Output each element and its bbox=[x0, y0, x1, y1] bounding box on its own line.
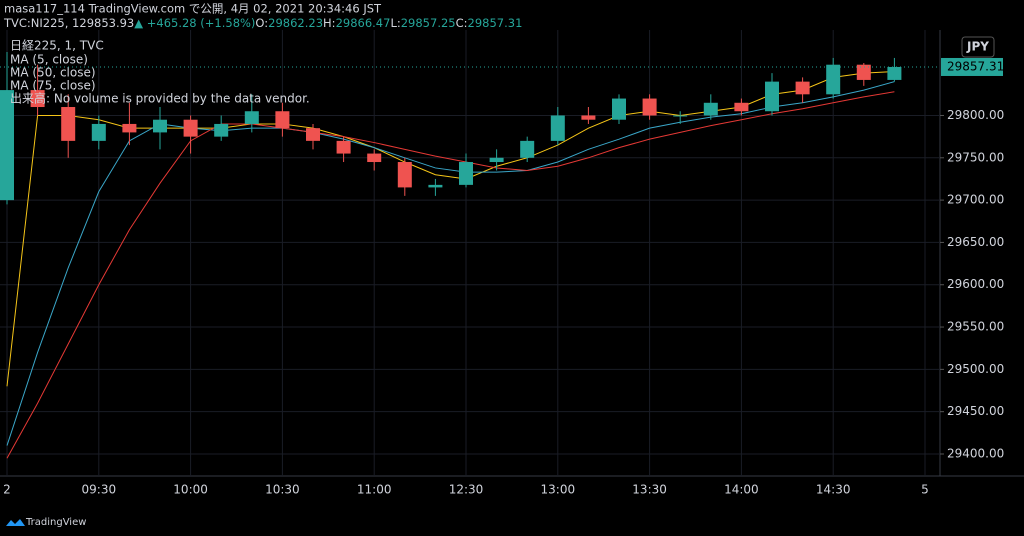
legend: 日経225, 1, TVC MA (5, close)MA (50, close… bbox=[10, 39, 310, 106]
candle-body bbox=[795, 81, 810, 95]
symbol-info: TVC:NI225, 129853.93▲ +465.28 (+1.58%)O:… bbox=[3, 16, 522, 30]
y-tick-label: 29400.00 bbox=[947, 446, 1004, 460]
candle-body bbox=[856, 64, 871, 80]
candle-body bbox=[61, 107, 76, 141]
candle-body bbox=[306, 128, 320, 141]
x-tick-label: 11:00 bbox=[357, 483, 392, 497]
y-tick-label: 29650.00 bbox=[947, 235, 1004, 249]
symbol: TVC:NI225, 1 bbox=[3, 16, 79, 30]
ohlc-label: H: bbox=[323, 16, 336, 30]
ohlc-value: 29857.25 bbox=[401, 16, 456, 30]
currency: JPY bbox=[966, 40, 989, 54]
candle-body bbox=[367, 153, 382, 163]
y-tick-label: 29750.00 bbox=[947, 150, 1004, 164]
y-tick-label: 29700.00 bbox=[947, 193, 1004, 207]
candle-body bbox=[612, 98, 626, 120]
ohlc-label: C: bbox=[456, 16, 468, 30]
candle-body bbox=[214, 123, 229, 137]
price: 29853.93 bbox=[79, 16, 134, 30]
published-line: masa117_114 TradingView.com で公開, 4月 02, … bbox=[4, 2, 382, 16]
y-tick-label: 29500.00 bbox=[947, 362, 1004, 376]
x-tick-label: 12:30 bbox=[449, 483, 484, 497]
ohlc-label: O: bbox=[255, 16, 268, 30]
candle-body bbox=[887, 66, 902, 80]
change: ▲ +465.28 (+1.58%) bbox=[134, 16, 255, 30]
legend-entry: MA (5, close) bbox=[10, 53, 88, 67]
candle-body bbox=[703, 102, 718, 116]
ohlc-label: L: bbox=[390, 16, 400, 30]
candle-body bbox=[673, 115, 688, 117]
chart-title: 日経225, 1, TVC bbox=[10, 39, 104, 53]
candle-body bbox=[550, 115, 565, 141]
candle-body bbox=[91, 123, 106, 141]
x-tick-label: 14:30 bbox=[816, 483, 851, 497]
candle-body bbox=[244, 111, 259, 124]
candle-body bbox=[428, 184, 443, 188]
candle-body bbox=[826, 64, 841, 95]
candle-body bbox=[0, 90, 14, 201]
currency-box[interactable] bbox=[961, 36, 995, 58]
candle-body bbox=[336, 140, 351, 154]
x-tick-label: 10:30 bbox=[265, 483, 300, 497]
candle-body bbox=[183, 119, 198, 137]
x-tick-label: 14:00 bbox=[724, 483, 759, 497]
ma-line bbox=[6, 91, 895, 459]
candle-body bbox=[642, 98, 657, 116]
y-tick-label: 29800.00 bbox=[947, 108, 1004, 122]
y-tick-label: 29550.00 bbox=[947, 320, 1004, 334]
ohlc-value: 29866.47 bbox=[336, 16, 391, 30]
legend-entry: MA (50, close) bbox=[10, 66, 96, 80]
candle-body bbox=[30, 90, 45, 108]
last-price-box bbox=[941, 57, 1003, 76]
candle-body bbox=[765, 81, 779, 112]
candle-body bbox=[122, 123, 137, 133]
x-tick-label: 5 bbox=[921, 483, 929, 497]
candle-body bbox=[275, 111, 290, 129]
logo bbox=[6, 519, 25, 526]
candle-body bbox=[734, 102, 749, 112]
x-tick-label: 13:30 bbox=[632, 483, 667, 497]
y-tick-label: 29600.00 bbox=[947, 277, 1004, 291]
grid: 29400.00 29450.00 29500.00 29550.00 29600.00… bbox=[0, 30, 1004, 497]
ohlc-value: 29857.31 bbox=[468, 16, 523, 30]
symbol-line: TVC:NI225, 129853.93▲ +465.28 (+1.58%)O:… bbox=[3, 16, 522, 30]
candle-body bbox=[489, 157, 504, 163]
candle-body bbox=[520, 140, 535, 158]
footer-brand: TradingView bbox=[25, 517, 86, 528]
candle-body bbox=[397, 162, 412, 188]
annotation: 出来高: No volume is provided by the data v… bbox=[10, 91, 310, 106]
candle-body bbox=[459, 162, 473, 185]
candle-body bbox=[153, 119, 167, 133]
plot bbox=[0, 52, 902, 459]
ohlc-value: 29862.23 bbox=[268, 16, 323, 30]
x-tick-label: 2 bbox=[3, 483, 11, 497]
x-tick-label: 09:30 bbox=[82, 483, 117, 497]
y-tick-label: 29450.00 bbox=[947, 404, 1004, 418]
legend-entry: MA (75, close) bbox=[10, 79, 96, 93]
x-tick-label: 10:00 bbox=[173, 483, 208, 497]
last-price-label: 29857.31 bbox=[947, 59, 1004, 73]
candle-body bbox=[581, 115, 596, 120]
x-tick-label: 13:00 bbox=[541, 483, 576, 497]
